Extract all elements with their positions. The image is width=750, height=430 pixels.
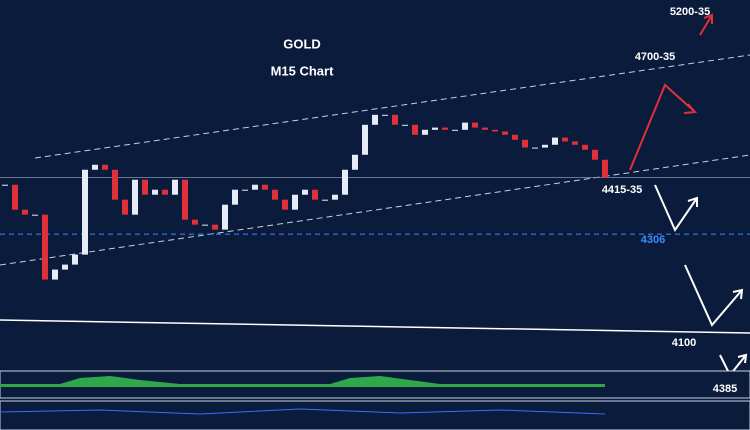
candle-body	[452, 129, 458, 131]
candle-body	[292, 194, 298, 210]
candle-body	[32, 214, 38, 216]
candle-body	[362, 124, 368, 155]
arrow-head	[732, 288, 744, 300]
oscillator-panel	[0, 400, 750, 430]
candle-body	[12, 184, 18, 210]
candle-body	[562, 137, 568, 142]
chart-subtitle: M15 Chart	[271, 63, 335, 78]
candle-body	[412, 124, 418, 135]
candle-body	[232, 189, 238, 205]
candle-body	[432, 127, 438, 130]
annotation: 5200-35	[670, 6, 710, 18]
candle-body	[472, 122, 478, 128]
candle-body	[42, 214, 48, 280]
candle-body	[582, 144, 588, 150]
candle-body	[402, 124, 408, 126]
candle-body	[62, 264, 68, 270]
candle-body	[482, 127, 488, 130]
candle-body	[92, 164, 98, 170]
candle-body	[602, 159, 608, 178]
candle-body	[2, 184, 8, 186]
candle-body	[102, 164, 108, 170]
candle-body	[22, 209, 28, 215]
arrow-head	[683, 103, 698, 114]
candle-body	[322, 199, 328, 201]
annotation: 4385	[713, 383, 737, 395]
candle-body	[382, 114, 388, 116]
candle-body	[252, 184, 258, 190]
candle-body	[162, 189, 168, 195]
candle-body	[272, 189, 278, 200]
level-label: 4306	[641, 234, 665, 246]
candle-body	[182, 179, 188, 220]
candle-body	[572, 141, 578, 145]
candle-body	[82, 169, 88, 255]
candle-body	[142, 179, 148, 195]
support-line	[0, 319, 750, 334]
candle-body	[512, 134, 518, 140]
histogram	[0, 376, 605, 387]
candle-body	[152, 189, 158, 195]
arrow	[699, 14, 713, 36]
candle-body	[302, 189, 308, 195]
candle-body	[342, 169, 348, 195]
candle-body	[492, 129, 498, 132]
candle-body	[332, 194, 338, 200]
channel-lower	[0, 154, 750, 266]
candle-body	[172, 179, 178, 195]
candle-body	[592, 149, 598, 160]
arrow-head	[703, 13, 713, 24]
candle-body	[372, 114, 378, 125]
annotation: 4700-35	[635, 51, 675, 63]
candle-body	[542, 144, 548, 148]
candle-body	[202, 224, 208, 226]
candle-body	[122, 199, 128, 215]
arrow-head	[737, 353, 748, 364]
candle-body	[52, 269, 58, 280]
arrow	[629, 83, 696, 171]
candle-body	[352, 154, 358, 170]
candle-body	[392, 114, 398, 125]
candle-body	[442, 127, 448, 130]
projection-arrows	[629, 13, 748, 377]
channel-upper	[34, 54, 750, 159]
candle-body	[132, 179, 138, 215]
arrow	[654, 184, 698, 233]
candle-body	[72, 254, 78, 265]
oscillator-line	[0, 408, 606, 415]
candle-body	[522, 139, 528, 148]
candle-body	[262, 184, 268, 190]
annotation: 4100	[672, 337, 696, 349]
candle-body	[112, 169, 118, 200]
arrow-head	[687, 196, 698, 207]
candle-body	[422, 129, 428, 135]
candle-body	[462, 122, 468, 130]
candle-body	[532, 147, 538, 149]
candle-body	[282, 199, 288, 210]
candle-body	[192, 219, 198, 225]
candle-body	[222, 204, 228, 230]
arrow	[684, 264, 743, 327]
chart-title: GOLD	[283, 36, 321, 51]
candle-body	[312, 189, 318, 200]
candle-body	[552, 137, 558, 145]
candle-body	[212, 224, 218, 230]
candle-body	[502, 131, 508, 135]
annotation: 4415-35	[602, 184, 642, 196]
candle-body	[242, 189, 248, 191]
